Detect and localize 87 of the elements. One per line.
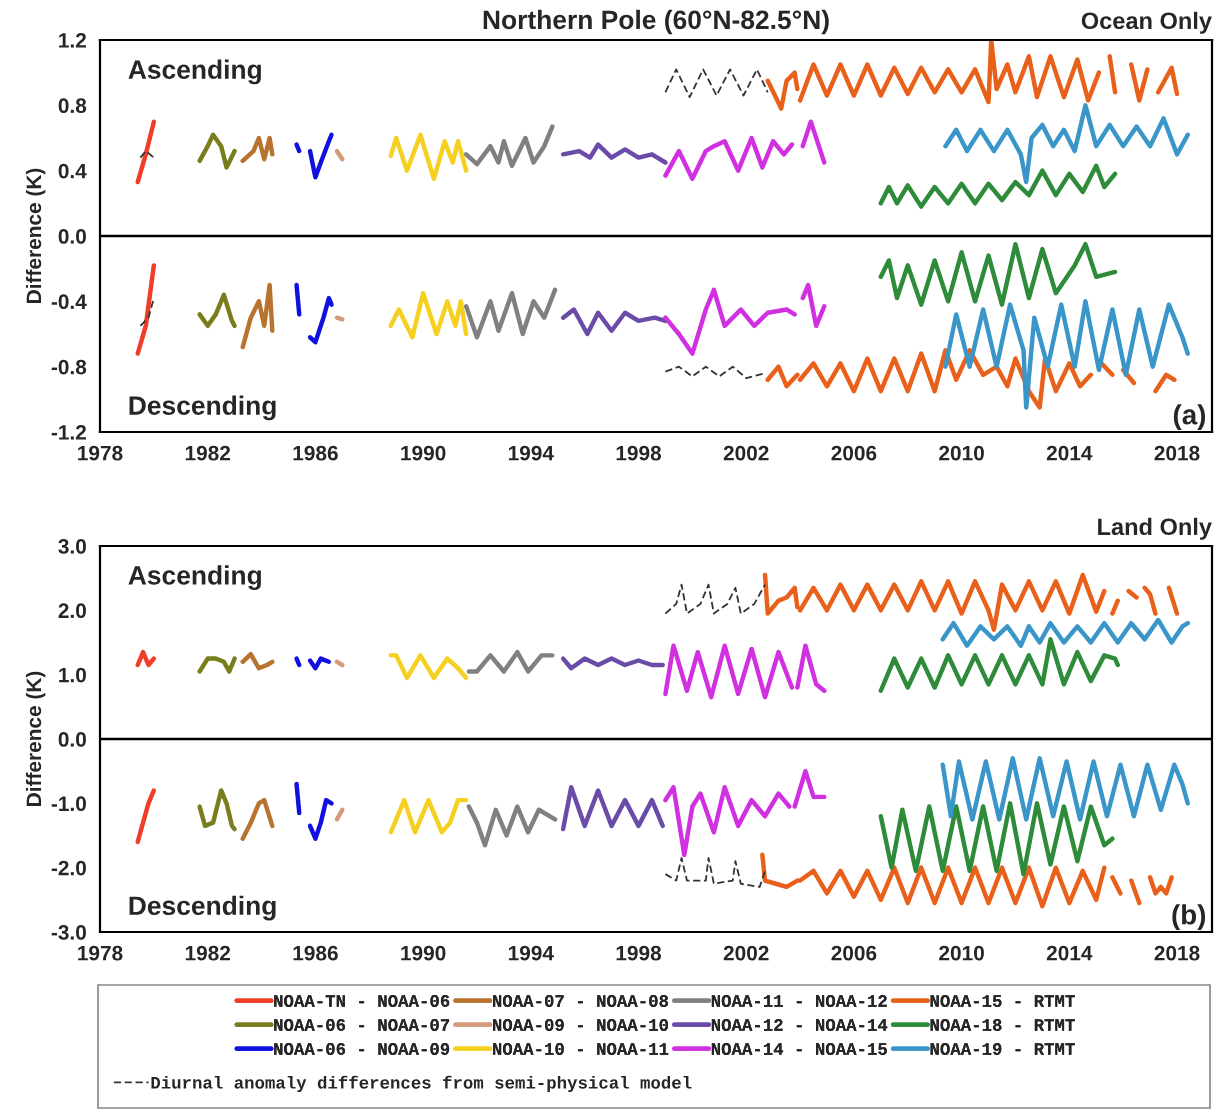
y-tick-label: -2.0 [51, 860, 86, 876]
chart-subtitle: Land Only [1098, 517, 1212, 540]
legend-label: NOAA-18 - RTMT [930, 1019, 1075, 1031]
annotation: (a) [1173, 404, 1206, 431]
line-series [197, 788, 237, 832]
line-series [664, 583, 766, 615]
line-series [463, 287, 558, 340]
y-tick-label: 1.0 [59, 667, 86, 683]
y-axis-title: Difference (K) [25, 671, 46, 806]
line-series [388, 290, 469, 340]
line-series [197, 132, 237, 170]
y-tick-label: -3.0 [51, 925, 86, 940]
line-series [878, 801, 1115, 877]
x-tick-label: 1986 [293, 945, 338, 961]
chart-subtitle: Ocean Only [1081, 11, 1212, 34]
line-series [240, 651, 275, 671]
x-tick-label: 1982 [185, 445, 231, 461]
line-series [940, 617, 1190, 648]
x-tick-label: 1978 [78, 945, 123, 961]
line-series [878, 163, 1118, 209]
x-tick-label: 2010 [939, 445, 984, 461]
y-tick-label: 3.0 [58, 539, 86, 554]
legend-label: NOAA-11 - NOAA-12 [711, 995, 887, 1007]
line-series [240, 135, 275, 164]
annotation: (b) [1172, 904, 1206, 931]
annotation: Descending [129, 895, 276, 921]
line-series [664, 857, 766, 888]
x-tick-label: 2014 [1046, 945, 1093, 961]
annotation: Ascending [128, 59, 261, 85]
line-series [463, 124, 555, 168]
x-tick-label: 2010 [939, 945, 984, 961]
x-tick-label: 2018 [1154, 945, 1200, 961]
legend-label: NOAA-06 - NOAA-07 [274, 1019, 450, 1031]
line-series [388, 132, 469, 182]
x-tick-label: 2018 [1154, 445, 1200, 461]
x-tick-label: 2002 [723, 945, 769, 961]
y-axis-title: Difference (K) [25, 168, 46, 303]
y-tick-label: 0.0 [58, 229, 86, 244]
legend-label: NOAA-10 - NOAA-11 [493, 1043, 669, 1055]
legend-label: Diurnal anomaly differences from semi-physical model [151, 1075, 692, 1093]
legend-label: NOAA-TN - NOAA-06 [274, 995, 450, 1007]
x-tick-label: 2006 [831, 945, 877, 961]
legend-label: NOAA-07 - NOAA-08 [493, 995, 669, 1007]
x-tick-label: 2002 [723, 445, 769, 461]
y-tick-label: 0.4 [58, 163, 87, 179]
line-series [135, 788, 157, 845]
x-tick-label: 1998 [616, 945, 662, 961]
x-tick-label: 1994 [508, 445, 554, 461]
annotation: Descending [129, 395, 276, 421]
line-series [197, 292, 237, 329]
legend-label: NOAA-19 - RTMT [930, 1043, 1075, 1055]
x-tick-label: 2006 [831, 445, 877, 461]
chart-title: Northern Pole (60°N-82.5°N) [483, 9, 829, 35]
legend-label: NOAA-12 - NOAA-14 [711, 1019, 888, 1031]
y-tick-label: 0.0 [58, 732, 86, 747]
annotation: Ascending [128, 565, 261, 591]
line-series [560, 785, 665, 832]
line-series [240, 797, 275, 841]
x-tick-label: 1978 [78, 445, 123, 461]
y-tick-label: 0.8 [58, 98, 87, 114]
y-tick-label: -1.2 [51, 425, 86, 440]
x-tick-label: 1986 [293, 445, 338, 461]
x-tick-label: 2014 [1046, 445, 1093, 461]
y-tick-label: -0.4 [51, 294, 87, 310]
line-series [560, 656, 665, 671]
line-series [878, 241, 1118, 307]
y-tick-label: 1.2 [59, 33, 86, 48]
legend-label: NOAA-06 - NOAA-09 [274, 1043, 450, 1055]
line-series [940, 756, 1190, 822]
line-series [240, 282, 275, 350]
x-tick-label: 1982 [185, 945, 231, 961]
y-tick-label: -0.8 [51, 359, 87, 375]
legend-label: NOAA-14 - NOAA-15 [711, 1043, 887, 1055]
line-series [878, 637, 1120, 693]
line-series [560, 142, 668, 165]
y-tick-label: -1.0 [51, 796, 86, 812]
x-tick-label: 1998 [616, 445, 662, 461]
x-tick-label: 1990 [401, 945, 446, 961]
x-tick-label: 1994 [508, 945, 554, 961]
x-tick-label: 1990 [401, 445, 446, 461]
line-series [388, 653, 469, 681]
legend-label: NOAA-09 - NOAA-10 [493, 1019, 669, 1031]
line-series [466, 804, 558, 848]
legend-label: NOAA-15 - RTMT [930, 995, 1075, 1007]
line-series [560, 307, 668, 337]
y-tick-label: 2.0 [58, 603, 86, 619]
line-series [943, 103, 1190, 185]
